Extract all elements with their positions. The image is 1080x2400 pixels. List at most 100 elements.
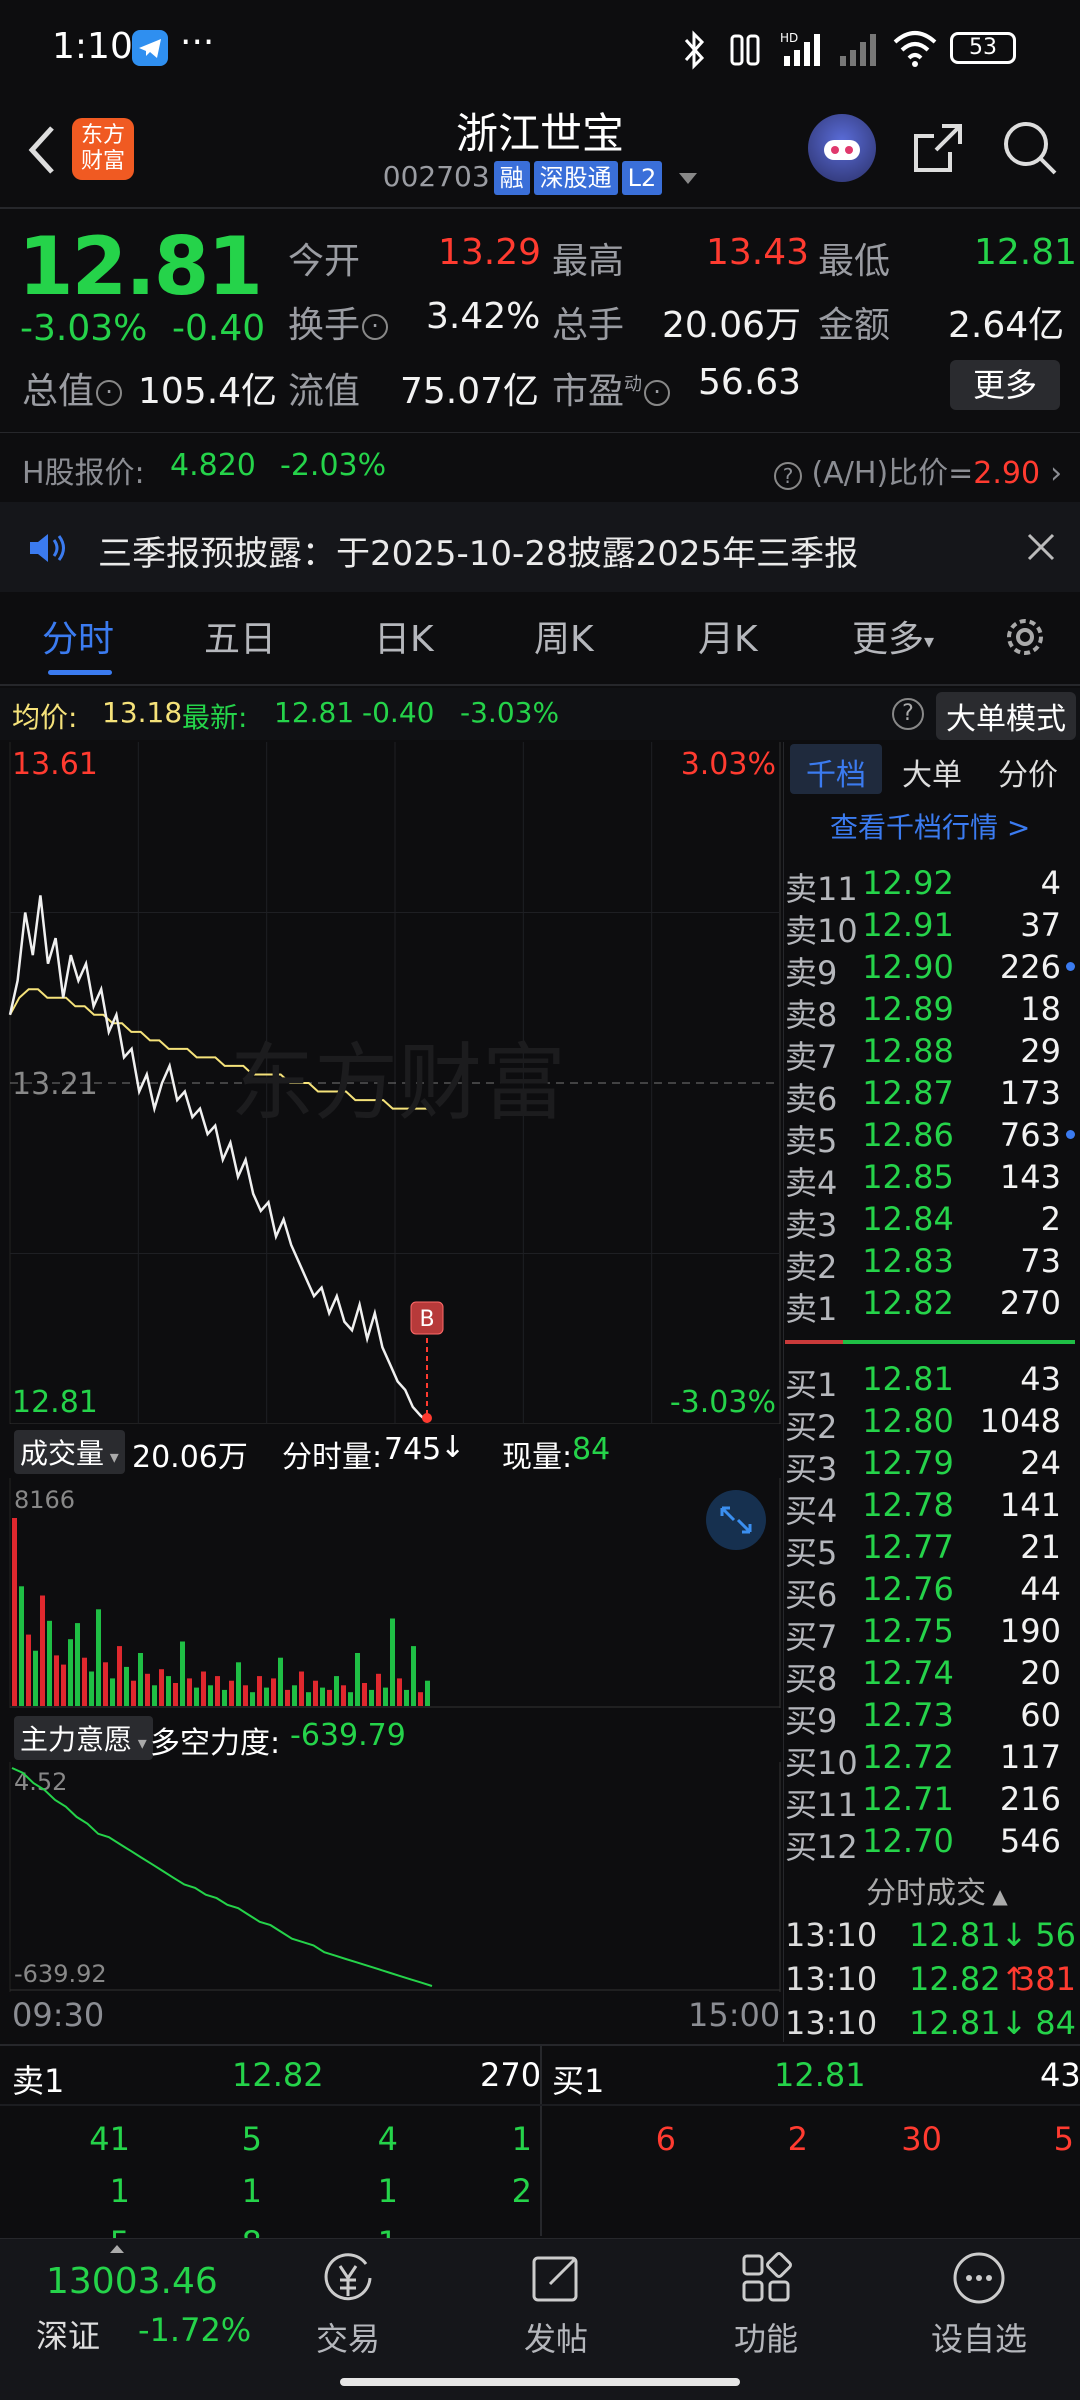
volume-bar <box>327 1689 332 1706</box>
bid-volume: 141 <box>999 1486 1061 1524</box>
ask-price: 12.84 <box>862 1200 954 1238</box>
tab-weekly-k[interactable]: 周K <box>534 619 594 660</box>
mktcap-value: 105.4亿 <box>138 371 278 412</box>
ask-price: 12.85 <box>862 1158 954 1196</box>
ask-level: 卖8 <box>785 996 838 1034</box>
force-indicator-select[interactable]: 主力意愿 ▾ <box>14 1716 153 1760</box>
mktcap-label: 总值 · <box>22 362 123 414</box>
ask-volume: 18 <box>1020 990 1061 1028</box>
bid-row[interactable]: 买11 12.71 216 <box>783 1780 1075 1824</box>
share-icon[interactable] <box>910 120 966 180</box>
bid-row[interactable]: 买1 12.81 43 <box>783 1360 1075 1404</box>
trades-title[interactable]: 分时成交 ▲ <box>866 1868 1008 1912</box>
bid-row[interactable]: 买10 12.72 117 <box>783 1738 1075 1782</box>
ask-row[interactable]: 卖11 12.92 4 <box>783 864 1075 908</box>
info-circle-icon[interactable]: · <box>362 314 389 340</box>
tab-fiveday[interactable]: 五日 <box>204 619 277 660</box>
volume-bar <box>19 1586 24 1706</box>
bid-row[interactable]: 买12 12.70 546 <box>783 1822 1075 1866</box>
volume-chart[interactable]: 8166 <box>0 1478 782 1708</box>
x-end-label: 15:00 <box>688 1996 781 2034</box>
notice-bar[interactable]: 三季报预披露：于2025-10-28披露2025年三季报 <box>0 502 1080 592</box>
ask-row[interactable]: 卖5 12.86 763 <box>783 1116 1075 1160</box>
index-value[interactable]: 13003.46 <box>46 2261 218 2302</box>
ask-level: 卖2 <box>785 1248 838 1286</box>
buy-marker[interactable]: B <box>410 1301 444 1423</box>
ask-row[interactable]: 卖3 12.84 2 <box>783 1200 1075 1244</box>
nav-trade[interactable]: 交易 <box>300 2250 396 2360</box>
info-circle-icon[interactable]: · <box>644 380 671 406</box>
nav-post-label: 发帖 <box>523 2320 588 2358</box>
ask-row[interactable]: 卖9 12.90 226 <box>783 948 1075 992</box>
volume-bar <box>355 1653 360 1706</box>
ask-price: 12.86 <box>862 1116 954 1154</box>
volume-bar <box>257 1676 262 1706</box>
search-icon[interactable] <box>1000 118 1060 182</box>
ask-volume: 29 <box>1020 1032 1061 1070</box>
bid-volume: 24 <box>1020 1444 1061 1482</box>
latest-pct: -3.03% <box>460 696 560 729</box>
ask-row[interactable]: 卖1 12.82 270 <box>783 1284 1075 1328</box>
bid-row[interactable]: 买6 12.76 44 <box>783 1570 1075 1614</box>
speaker-icon <box>26 530 70 570</box>
help-icon[interactable]: ? <box>774 462 802 490</box>
volume-bar <box>159 1669 164 1706</box>
volume-indicator-select[interactable]: 成交量 ▾ <box>14 1430 125 1474</box>
home-indicator[interactable] <box>340 2378 740 2386</box>
nav-custom[interactable]: 设自选 <box>924 2250 1034 2360</box>
bid-row[interactable]: 买4 12.78 141 <box>783 1486 1075 1530</box>
info-circle-icon[interactable]: · <box>96 380 123 406</box>
bid-row[interactable]: 买2 12.80 1048 <box>783 1402 1075 1446</box>
assistant-avatar[interactable] <box>808 114 876 182</box>
index-name[interactable]: 深证 <box>36 2317 101 2355</box>
bid-volume: 190 <box>999 1612 1061 1650</box>
bid-row[interactable]: 买8 12.74 20 <box>783 1654 1075 1698</box>
nav-trade-label: 交易 <box>315 2320 380 2358</box>
bid-level: 买12 <box>785 1828 858 1866</box>
force-chart[interactable]: 4.52 -639.92 <box>0 1762 782 1992</box>
volume-bar <box>264 1687 269 1706</box>
ask-row[interactable]: 卖2 12.83 73 <box>783 1242 1075 1286</box>
price-chart[interactable]: 东方财富 13.61 13.21 12.81 3.03% -3.03% B <box>0 742 782 1424</box>
nav-post[interactable]: 发帖 <box>508 2250 604 2360</box>
close-icon[interactable] <box>1024 530 1058 568</box>
bid-row[interactable]: 买3 12.79 24 <box>783 1444 1075 1488</box>
volume-bar <box>89 1671 94 1706</box>
nav-functions[interactable]: 功能 <box>718 2250 814 2360</box>
big-order-mode-button[interactable]: 大单模式 <box>936 692 1076 740</box>
tab-more[interactable]: 更多▾ <box>852 610 934 662</box>
bid-row[interactable]: 买7 12.75 190 <box>783 1612 1075 1656</box>
change-amount: -0.40 <box>172 308 266 349</box>
ask-row[interactable]: 卖6 12.87 173 <box>783 1074 1075 1118</box>
index-pct[interactable]: -1.72% <box>138 2311 252 2349</box>
ah-ratio[interactable]: ? (A/H)比价=2.90 › <box>774 448 1062 492</box>
volume-total: 20.06万 <box>132 1440 248 1475</box>
tab-big-orders[interactable]: 大单 <box>902 758 962 793</box>
tab-thousand-levels[interactable]: 千档 <box>806 758 866 793</box>
force-value: -639.79 <box>290 1718 406 1753</box>
tab-monthly-k[interactable]: 月K <box>698 619 758 660</box>
ask-row[interactable]: 卖8 12.89 18 <box>783 990 1075 1034</box>
ask-row[interactable]: 卖10 12.91 37 <box>783 906 1075 950</box>
bid-row[interactable]: 买9 12.73 60 <box>783 1696 1075 1740</box>
queue-panel: 卖1 12.82 270 买1 12.81 43 415411112581...… <box>0 2046 1080 2262</box>
help-icon[interactable]: ? <box>892 698 924 730</box>
tab-daily-k[interactable]: 日K <box>374 619 434 660</box>
ask-row[interactable]: 卖4 12.85 143 <box>783 1158 1075 1202</box>
more-quote-button[interactable]: 更多 <box>950 360 1060 410</box>
view-levels-link[interactable]: 查看千档行情 > <box>830 811 1031 844</box>
ask-row[interactable]: 卖7 12.88 29 <box>783 1032 1075 1076</box>
caret-down-icon[interactable] <box>679 172 698 184</box>
queue-sell-price: 12.82 <box>232 2056 324 2094</box>
sell-queue-item: 5 <box>241 2120 262 2158</box>
float-value: 75.07亿 <box>400 371 540 412</box>
tab-price-distribution[interactable]: 分价 <box>998 758 1058 793</box>
expand-button[interactable] <box>706 1490 766 1550</box>
tab-timeshare[interactable]: 分时 <box>42 619 115 660</box>
back-button[interactable] <box>22 120 62 180</box>
volume-bar <box>145 1673 150 1706</box>
bid-row[interactable]: 买5 12.77 21 <box>783 1528 1075 1572</box>
app-logo[interactable]: 东方财富 <box>72 118 134 180</box>
low-label: 最低 <box>818 241 891 282</box>
settings-gear-icon[interactable] <box>1000 612 1050 666</box>
